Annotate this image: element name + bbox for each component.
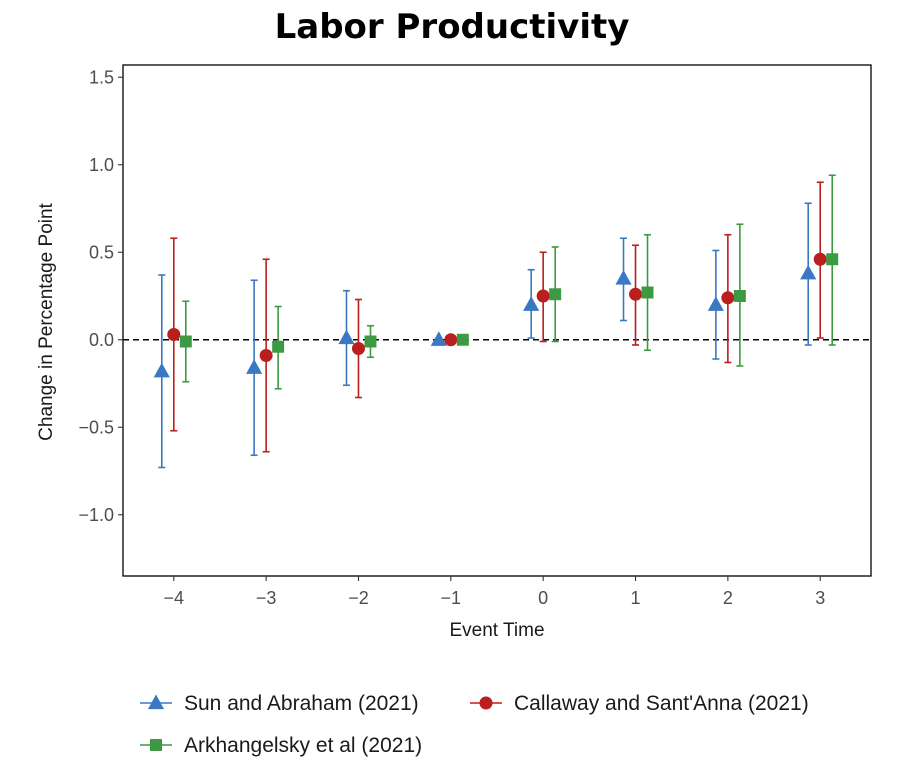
x-tick-label: −2 bbox=[348, 588, 369, 608]
y-tick-label: −0.5 bbox=[78, 417, 114, 437]
data-point bbox=[456, 333, 469, 346]
legend-key-marker bbox=[150, 739, 162, 751]
x-axis-title: Event Time bbox=[449, 620, 544, 641]
data-point bbox=[733, 290, 746, 302]
data-point bbox=[523, 296, 540, 311]
data-point bbox=[179, 335, 192, 348]
data-point bbox=[813, 252, 827, 266]
data-point bbox=[615, 270, 632, 285]
y-tick-label: 1.5 bbox=[89, 67, 114, 87]
data-point bbox=[351, 342, 365, 355]
x-tick-label: 2 bbox=[723, 588, 733, 608]
data-point bbox=[338, 329, 355, 345]
data-point bbox=[153, 362, 170, 378]
legend-item-0: Sun and Abraham (2021) bbox=[140, 692, 419, 715]
legend-key-marker bbox=[147, 694, 165, 710]
data-point bbox=[800, 264, 817, 280]
plot-panel-border bbox=[122, 64, 872, 577]
x-tick-label: −4 bbox=[164, 588, 185, 608]
data-point bbox=[826, 253, 839, 266]
legend-label: Sun and Abraham (2021) bbox=[184, 692, 419, 715]
legend-item-2: Arkhangelsky et al (2021) bbox=[140, 734, 422, 757]
x-tick-label: 1 bbox=[631, 588, 641, 608]
y-tick-label: 0.5 bbox=[89, 242, 114, 262]
x-tick-label: −3 bbox=[256, 588, 277, 608]
data-point bbox=[272, 340, 285, 353]
data-point bbox=[549, 288, 562, 301]
data-point bbox=[707, 296, 724, 311]
y-tick-label: −1.0 bbox=[78, 505, 114, 525]
x-tick-label: 3 bbox=[815, 588, 825, 608]
y-tick-label: 1.0 bbox=[89, 155, 114, 175]
legend-key-marker bbox=[479, 696, 493, 710]
data-point bbox=[364, 335, 377, 348]
data-point bbox=[721, 291, 735, 305]
data-point bbox=[430, 331, 447, 346]
series-2 bbox=[179, 174, 839, 390]
data-point bbox=[167, 328, 181, 341]
x-tick-label: 0 bbox=[538, 588, 548, 608]
series-1 bbox=[167, 181, 827, 453]
data-point bbox=[641, 286, 654, 299]
legend-label: Arkhangelsky et al (2021) bbox=[184, 734, 422, 757]
plot-layer: 1.5 1.0 0.5 0.0 −0.5 −1.0 −4 −3 −2 −1 0 1 2 3 bbox=[78, 64, 872, 608]
series-0 bbox=[153, 202, 817, 469]
y-tick-label: 0.0 bbox=[89, 330, 114, 350]
data-point bbox=[444, 333, 458, 347]
y-axis-title: Change in Percentage Point bbox=[36, 202, 57, 440]
legend-label: Callaway and Sant'Anna (2021) bbox=[514, 692, 809, 715]
data-point bbox=[629, 287, 643, 301]
data-point bbox=[259, 349, 273, 362]
data-point bbox=[246, 359, 263, 374]
legend: Sun and Abraham (2021) Callaway and Sant'… bbox=[140, 692, 809, 757]
chart-title: Labor Productivity bbox=[275, 7, 630, 47]
legend-item-1: Callaway and Sant'Anna (2021) bbox=[470, 692, 809, 715]
data-point bbox=[536, 289, 550, 303]
x-tick-label: −1 bbox=[441, 588, 462, 608]
